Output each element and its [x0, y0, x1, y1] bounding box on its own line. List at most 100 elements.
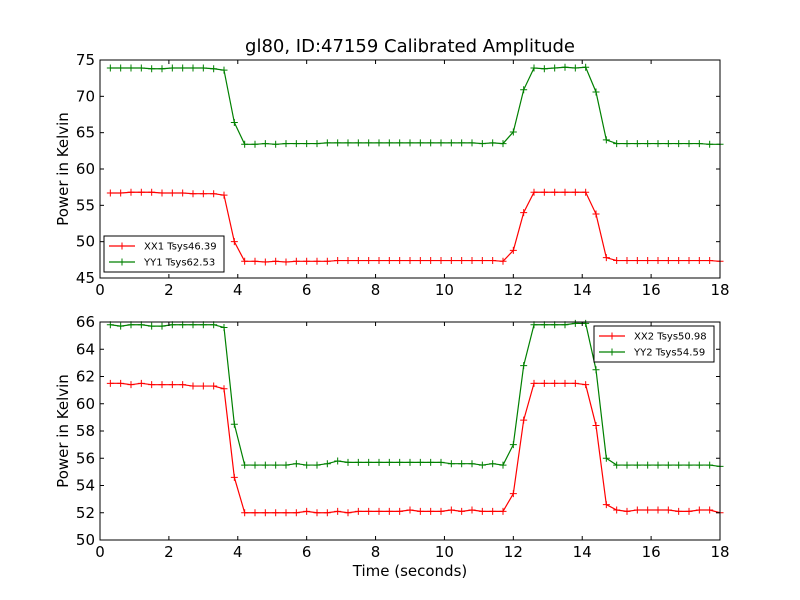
- data-point: [148, 65, 156, 73]
- data-point: [344, 458, 352, 466]
- data-point: [251, 509, 259, 517]
- data-point: [633, 506, 641, 514]
- data-point: [158, 381, 166, 389]
- data-point: [344, 257, 352, 265]
- data-point: [251, 257, 259, 265]
- data-point: [623, 140, 631, 148]
- data-point: [323, 509, 331, 517]
- data-point: [468, 257, 476, 265]
- y-tick-label: 75: [76, 51, 95, 69]
- data-point: [230, 420, 238, 428]
- data-point: [323, 139, 331, 147]
- data-point: [334, 139, 342, 147]
- y-tick-label: 66: [76, 313, 95, 331]
- data-point: [633, 461, 641, 469]
- data-point: [664, 257, 672, 265]
- data-point: [561, 63, 569, 71]
- data-point: [148, 381, 156, 389]
- data-point: [137, 188, 145, 196]
- legend: XX1 Tsys46.39 YY1 Tsys62.53: [103, 235, 225, 273]
- x-tick-label: 10: [435, 543, 454, 561]
- x-tick-label: 4: [233, 543, 243, 561]
- data-point: [354, 458, 362, 466]
- data-point: [540, 379, 548, 387]
- data-point: [334, 457, 342, 465]
- legend-marker: [118, 258, 126, 266]
- data-point: [623, 257, 631, 265]
- x-tick-label: 2: [164, 543, 174, 561]
- data-point: [478, 140, 486, 148]
- data-point: [375, 507, 383, 515]
- data-point: [230, 118, 238, 126]
- x-tick-label: 14: [573, 543, 592, 561]
- legend: XX2 Tsys50.98 YY2 Tsys54.59: [593, 325, 715, 363]
- data-point: [354, 507, 362, 515]
- data-point: [117, 189, 125, 197]
- data-point: [458, 257, 466, 265]
- data-point: [437, 139, 445, 147]
- legend-marker: [118, 242, 126, 250]
- data-point: [675, 140, 683, 148]
- data-point: [561, 188, 569, 196]
- data-point: [117, 379, 125, 387]
- data-point: [292, 140, 300, 148]
- data-point: [540, 188, 548, 196]
- legend-label: YY1 Tsys62.53: [143, 258, 215, 269]
- data-point: [540, 65, 548, 73]
- data-point: [261, 140, 269, 148]
- data-point: [592, 366, 600, 374]
- data-point: [675, 461, 683, 469]
- data-point: [313, 461, 321, 469]
- data-point: [489, 507, 497, 515]
- data-point: [468, 139, 476, 147]
- data-point: [571, 64, 579, 72]
- data-point: [303, 257, 311, 265]
- data-point: [675, 507, 683, 515]
- data-point: [344, 139, 352, 147]
- data-point: [644, 257, 652, 265]
- data-point: [365, 139, 373, 147]
- data-point: [199, 382, 207, 390]
- data-point: [354, 257, 362, 265]
- data-point: [158, 189, 166, 197]
- data-point: [509, 246, 517, 254]
- bottom-subplot: 0 2 4 6 8 10 12 14 16 18 50 52 54 56 58 60 62 64 66 Power i…: [54, 313, 730, 580]
- data-point: [334, 257, 342, 265]
- data-point: [458, 460, 466, 468]
- y-tick-label: 58: [76, 422, 95, 440]
- x-tick-label: 8: [371, 543, 381, 561]
- data-point: [272, 461, 280, 469]
- data-point: [127, 188, 135, 196]
- data-point: [199, 190, 207, 198]
- data-point: [241, 509, 249, 517]
- y-tick-label: 60: [76, 395, 95, 413]
- data-point: [582, 381, 590, 389]
- data-point: [654, 257, 662, 265]
- y-tick-label: 52: [76, 504, 95, 522]
- legend-marker: [608, 332, 616, 340]
- data-point: [664, 140, 672, 148]
- y-axis-label: Power in Kelvin: [54, 374, 72, 488]
- data-point: [179, 381, 187, 389]
- data-point: [664, 506, 672, 514]
- top-subplot: 0 2 4 6 8 10 12 14 16 18 45 50 55 60 65 70 75 gl80, ID:47…: [54, 36, 730, 299]
- x-tick-label: 12: [504, 543, 523, 561]
- data-point: [272, 509, 280, 517]
- data-point: [261, 461, 269, 469]
- data-point: [499, 140, 507, 148]
- x-tick-label: 16: [642, 281, 661, 299]
- data-point: [385, 458, 393, 466]
- data-point: [530, 188, 538, 196]
- data-point: [189, 64, 197, 72]
- data-point: [385, 257, 393, 265]
- data-point: [148, 188, 156, 196]
- data-point: [292, 257, 300, 265]
- data-point: [633, 140, 641, 148]
- data-point: [365, 257, 373, 265]
- data-point: [344, 509, 352, 517]
- legend-box: [103, 235, 225, 273]
- data-point: [706, 140, 714, 148]
- data-point: [592, 88, 600, 96]
- data-point: [571, 379, 579, 387]
